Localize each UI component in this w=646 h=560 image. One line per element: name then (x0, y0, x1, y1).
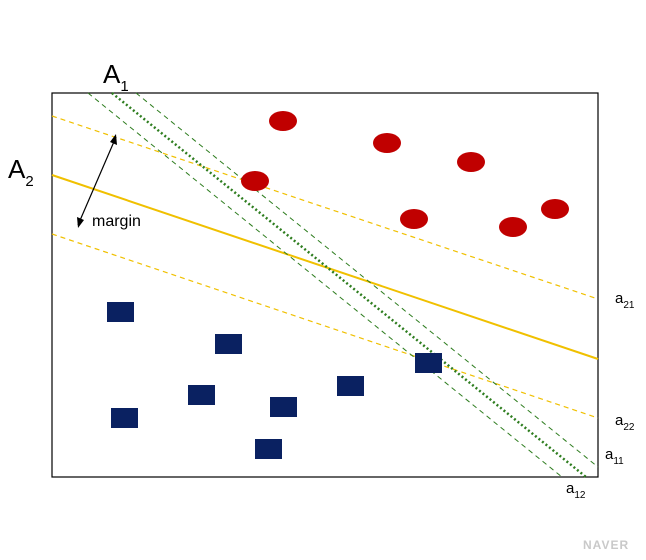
circle-class-points (241, 111, 569, 237)
label-a1: A1 (103, 59, 129, 95)
margin-arrow (77, 134, 117, 228)
square-class-points (107, 302, 442, 459)
margin-label: margin (92, 213, 141, 230)
a22-margin-line (51, 233, 599, 419)
circle-point (499, 217, 527, 237)
square-point (415, 353, 442, 373)
label-a2: A2 (8, 154, 34, 190)
a1-decision-line (111, 92, 587, 478)
circle-point (400, 209, 428, 229)
label-a22: a22 (615, 412, 635, 433)
square-point (188, 385, 215, 405)
circle-point (269, 111, 297, 131)
circle-point (241, 171, 269, 191)
label-a21: a21 (615, 290, 635, 311)
a21-margin-line (51, 115, 599, 300)
a12-margin-line (87, 92, 563, 478)
square-point (107, 302, 134, 322)
square-point (337, 376, 364, 396)
a11-margin-line (135, 92, 599, 468)
plot-frame (51, 92, 599, 478)
naver-watermark: NAVER (583, 538, 629, 552)
square-point (270, 397, 297, 417)
square-point (111, 408, 138, 428)
circle-point (457, 152, 485, 172)
circle-point (373, 133, 401, 153)
circle-point (541, 199, 569, 219)
square-point (255, 439, 282, 459)
hyperplane-a1-group (87, 92, 599, 478)
square-point (215, 334, 242, 354)
label-a12: a12 (566, 480, 586, 501)
label-a11: a11 (605, 446, 624, 467)
